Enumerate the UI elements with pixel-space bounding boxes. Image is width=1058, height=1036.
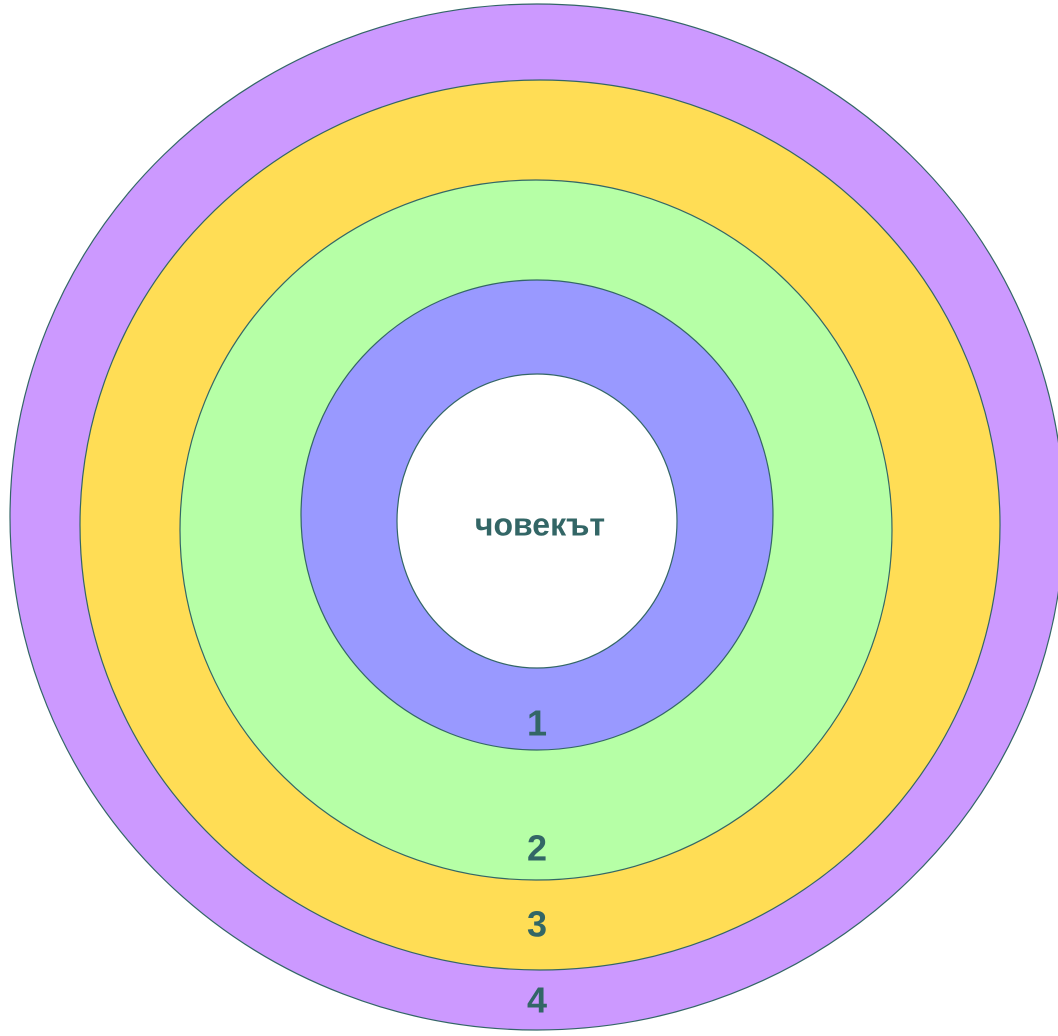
ring-label: 3 [527,904,547,945]
ring-label: 2 [527,828,547,869]
center-label: човекът [475,506,605,542]
center-circle [396,373,678,669]
ring-label: 1 [527,703,547,744]
ring-label: 4 [527,980,547,1021]
